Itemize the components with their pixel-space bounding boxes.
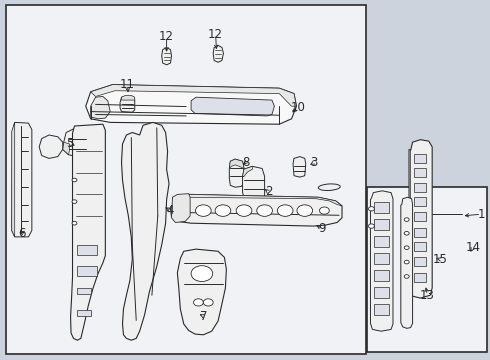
Polygon shape bbox=[229, 159, 244, 168]
Circle shape bbox=[368, 224, 374, 228]
Circle shape bbox=[404, 231, 409, 235]
Circle shape bbox=[257, 205, 272, 216]
Polygon shape bbox=[63, 142, 70, 155]
Text: 9: 9 bbox=[318, 222, 326, 235]
Circle shape bbox=[319, 207, 329, 214]
Polygon shape bbox=[63, 129, 91, 157]
Polygon shape bbox=[120, 96, 135, 112]
Bar bbox=[6, 5, 366, 354]
Polygon shape bbox=[213, 45, 223, 62]
Polygon shape bbox=[177, 249, 226, 335]
Circle shape bbox=[72, 221, 77, 225]
Polygon shape bbox=[229, 159, 244, 187]
Circle shape bbox=[404, 275, 409, 278]
Bar bbox=[414, 257, 426, 266]
Polygon shape bbox=[370, 191, 393, 331]
Polygon shape bbox=[293, 157, 306, 177]
Bar bbox=[77, 266, 97, 276]
Polygon shape bbox=[409, 149, 411, 290]
Bar bbox=[414, 273, 426, 282]
Polygon shape bbox=[122, 122, 169, 340]
Circle shape bbox=[72, 200, 77, 203]
Bar bbox=[414, 228, 426, 237]
Bar bbox=[77, 245, 97, 255]
Polygon shape bbox=[162, 48, 172, 65]
Text: 7: 7 bbox=[199, 310, 207, 323]
Circle shape bbox=[277, 205, 293, 216]
Text: 14: 14 bbox=[466, 241, 480, 254]
Polygon shape bbox=[401, 197, 413, 328]
Text: 11: 11 bbox=[120, 78, 135, 91]
Bar bbox=[77, 310, 91, 316]
Circle shape bbox=[196, 205, 211, 216]
Text: 2: 2 bbox=[265, 185, 272, 198]
Circle shape bbox=[215, 205, 231, 216]
Bar bbox=[374, 236, 389, 247]
Polygon shape bbox=[71, 124, 105, 340]
Polygon shape bbox=[91, 85, 296, 106]
Polygon shape bbox=[39, 135, 63, 158]
Circle shape bbox=[194, 299, 203, 306]
Polygon shape bbox=[86, 85, 296, 124]
Polygon shape bbox=[243, 166, 252, 176]
Text: 3: 3 bbox=[310, 156, 318, 169]
Text: 12: 12 bbox=[159, 30, 174, 43]
Circle shape bbox=[404, 260, 409, 264]
Bar bbox=[374, 219, 389, 230]
Polygon shape bbox=[122, 95, 135, 100]
Polygon shape bbox=[172, 194, 190, 222]
Polygon shape bbox=[243, 166, 265, 202]
Polygon shape bbox=[91, 96, 110, 119]
Circle shape bbox=[404, 246, 409, 249]
Text: 6: 6 bbox=[18, 227, 26, 240]
Bar bbox=[374, 253, 389, 264]
Circle shape bbox=[404, 218, 409, 221]
Circle shape bbox=[203, 299, 213, 306]
Bar bbox=[414, 154, 426, 163]
Text: 10: 10 bbox=[291, 101, 305, 114]
Polygon shape bbox=[12, 122, 15, 237]
Text: 4: 4 bbox=[167, 204, 174, 217]
Polygon shape bbox=[177, 194, 342, 206]
Bar bbox=[414, 212, 426, 221]
Text: 8: 8 bbox=[242, 156, 250, 168]
Bar bbox=[414, 168, 426, 177]
Circle shape bbox=[368, 207, 374, 211]
Circle shape bbox=[72, 178, 77, 182]
Bar bbox=[414, 183, 426, 192]
Ellipse shape bbox=[318, 184, 340, 190]
Circle shape bbox=[191, 266, 213, 282]
Bar bbox=[374, 287, 389, 298]
Circle shape bbox=[236, 205, 252, 216]
Bar bbox=[367, 187, 487, 352]
Polygon shape bbox=[171, 194, 342, 226]
Bar bbox=[374, 202, 389, 213]
Polygon shape bbox=[12, 122, 32, 237]
Text: 5: 5 bbox=[66, 137, 74, 150]
Circle shape bbox=[297, 205, 313, 216]
Text: 13: 13 bbox=[420, 289, 435, 302]
Bar bbox=[374, 304, 389, 315]
Text: 12: 12 bbox=[208, 28, 223, 41]
Bar bbox=[374, 270, 389, 281]
Text: 1: 1 bbox=[477, 208, 485, 221]
Polygon shape bbox=[191, 97, 274, 116]
Bar bbox=[414, 197, 426, 206]
Bar bbox=[414, 242, 426, 251]
Text: 15: 15 bbox=[433, 253, 447, 266]
Bar bbox=[77, 288, 91, 294]
Polygon shape bbox=[409, 140, 432, 298]
